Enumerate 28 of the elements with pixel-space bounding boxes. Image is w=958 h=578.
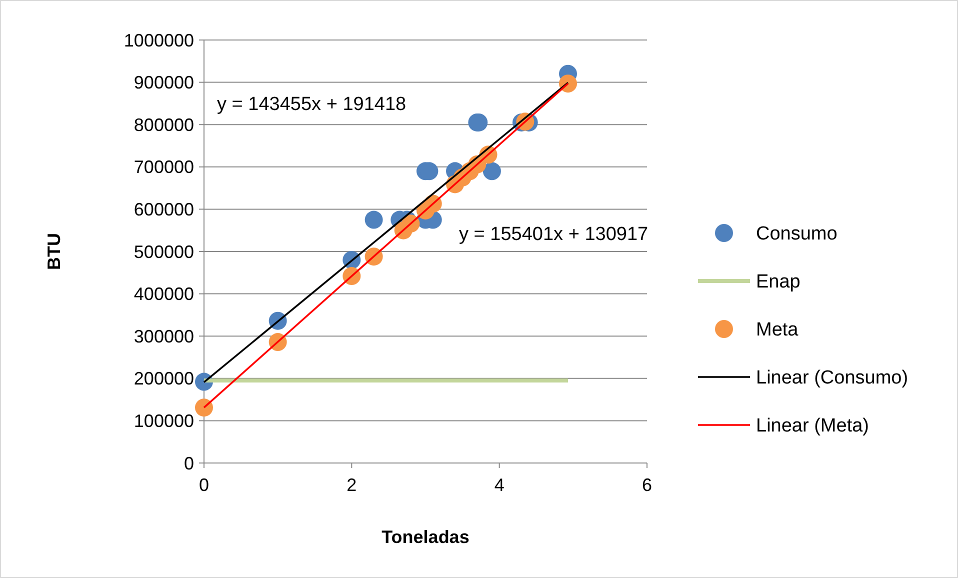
y-tick-label: 100000 [134, 411, 194, 431]
y-tick-label: 900000 [134, 72, 194, 93]
legend-label: Enap [756, 272, 800, 293]
y-tick-label: 300000 [134, 326, 194, 346]
legend-label: Consumo [756, 224, 838, 245]
y-axis-title: BTU [44, 233, 64, 270]
y-tick-label: 1000000 [124, 30, 194, 50]
y-tick-label: 700000 [134, 157, 194, 178]
x-tick-label: 4 [494, 475, 504, 495]
x-tick-label: 2 [346, 475, 357, 495]
y-tick-label: 500000 [134, 242, 194, 262]
x-tick-label: 0 [198, 475, 210, 495]
y-tick-label: 400000 [134, 284, 194, 304]
legend-label: Linear (Meta) [756, 416, 869, 437]
point [195, 398, 213, 417]
annotation: y = 143455x + 191418 [217, 94, 406, 115]
y-tick-label: 0 [184, 453, 194, 474]
annotation: y = 155401x + 130917 [459, 224, 648, 245]
x-axis-title: Toneladas [382, 527, 470, 547]
y-tick-label: 600000 [134, 200, 194, 220]
legend-label: Meta [756, 320, 799, 341]
legend-label: Linear (Consumo) [756, 368, 908, 389]
point [559, 74, 577, 93]
x-tick-label: 6 [642, 475, 652, 495]
point [482, 162, 501, 180]
point [364, 210, 383, 229]
y-tick-label: 200000 [134, 368, 194, 389]
y-tick-label: 800000 [134, 114, 194, 135]
